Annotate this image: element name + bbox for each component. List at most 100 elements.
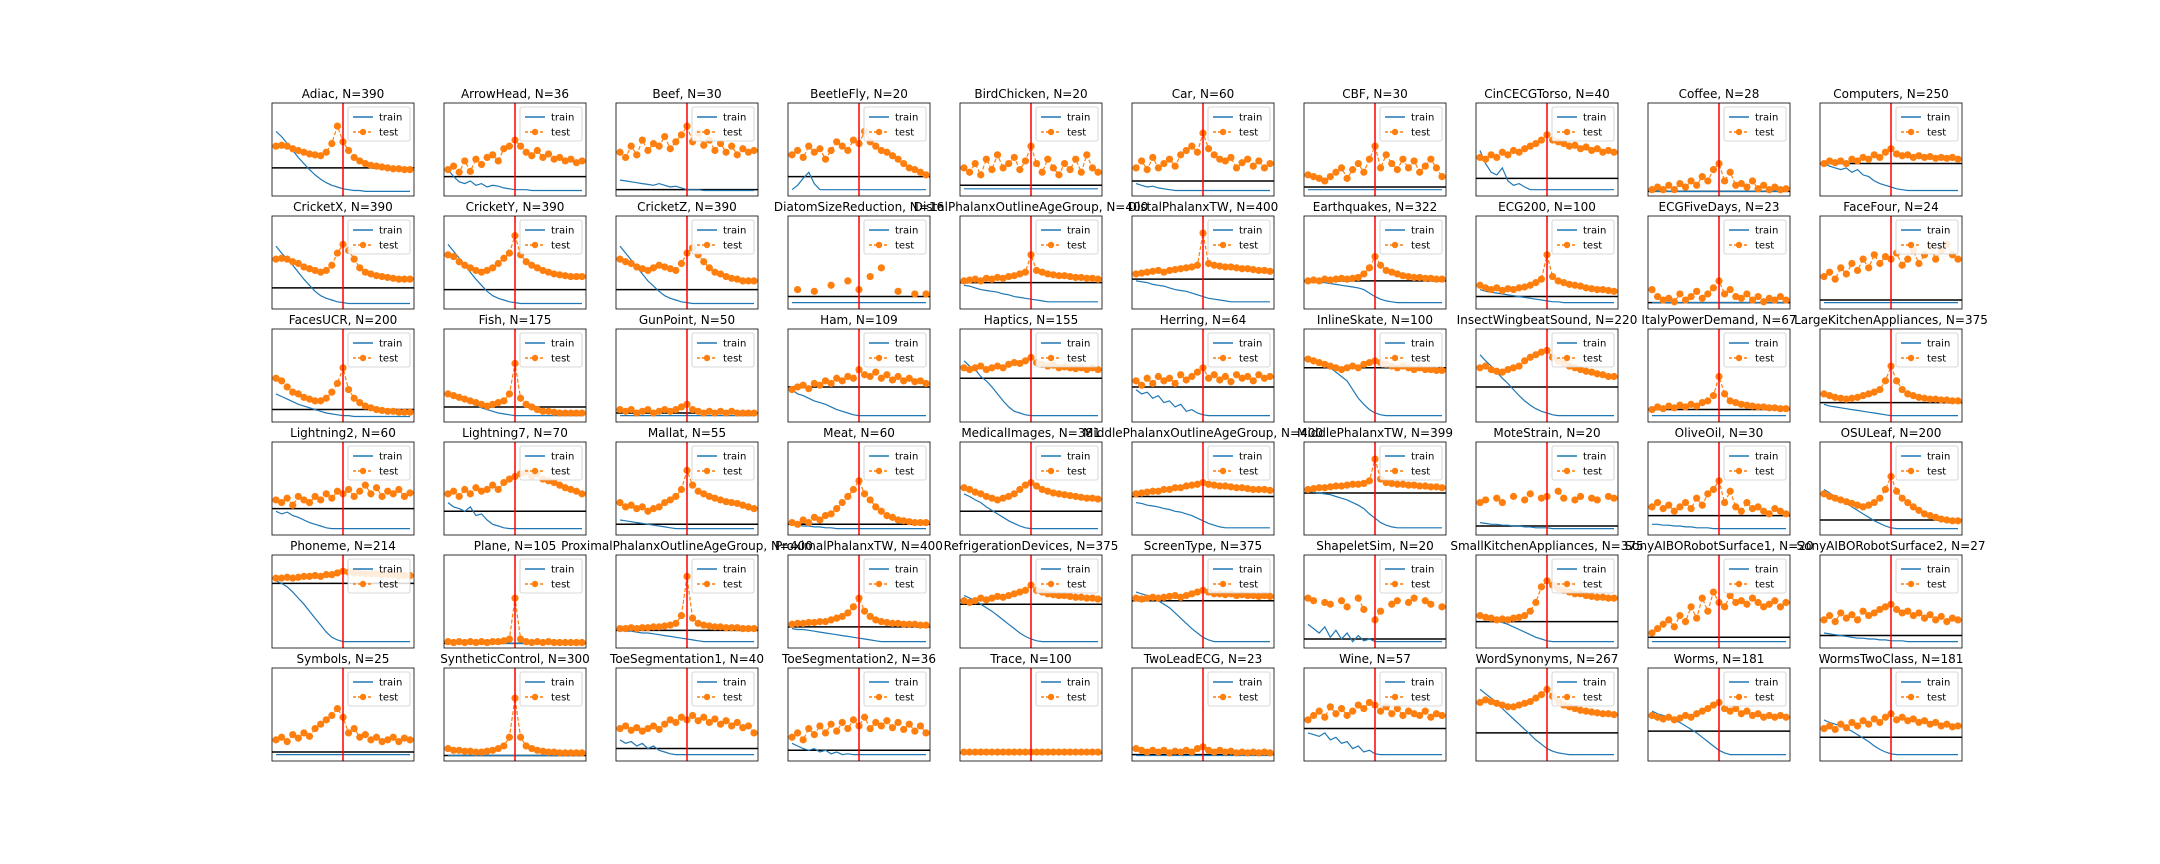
test-point: [1771, 183, 1779, 191]
legend-test-label: test: [379, 241, 398, 252]
test-point: [1360, 360, 1368, 368]
test-point: [1726, 168, 1734, 176]
subplot-title: Lightning2, N=60: [290, 426, 396, 440]
test-point: [916, 377, 925, 385]
test-point: [1404, 707, 1413, 715]
test-point: [1326, 483, 1334, 491]
test-point: [1476, 281, 1484, 289]
test-point: [1943, 154, 1951, 162]
test-point: [1743, 290, 1751, 298]
axes-frame: [959, 328, 1103, 423]
test-point: [1177, 371, 1185, 379]
legend-test-label: test: [1583, 580, 1602, 591]
test-point: [1554, 277, 1562, 285]
test-point: [1831, 618, 1839, 626]
test-point: [1221, 748, 1229, 756]
subplot-title: BirdChicken, N=20: [974, 87, 1087, 101]
test-point: [1249, 485, 1257, 494]
test-point: [1487, 286, 1495, 294]
legend-test-marker: [1735, 241, 1743, 249]
legend-test-label: test: [1755, 467, 1774, 478]
legend-train-label: train: [1067, 339, 1090, 350]
test-point: [567, 749, 575, 757]
test-point: [539, 153, 547, 162]
test-point: [1332, 275, 1340, 283]
test-point: [1021, 586, 1030, 594]
axes-frame: [959, 102, 1103, 197]
test-point: [1438, 603, 1446, 611]
legend-test-marker: [875, 354, 883, 362]
test-point: [328, 261, 336, 269]
test-point: [655, 623, 663, 631]
test-point: [1137, 489, 1146, 497]
test-point: [1137, 157, 1146, 165]
test-point: [1309, 357, 1318, 365]
test-point: [999, 748, 1007, 756]
test-point: [1343, 364, 1351, 372]
test-point: [1005, 159, 1013, 168]
test-point: [272, 574, 280, 582]
test-point: [1820, 724, 1828, 733]
test-point: [1049, 271, 1057, 279]
test-point: [1143, 166, 1151, 174]
test-point: [1509, 492, 1518, 501]
subplot-title: DiatomSizeReduction, N=16: [774, 200, 944, 214]
test-point: [1737, 179, 1745, 188]
test-point: [677, 259, 686, 268]
test-point: [1154, 372, 1162, 381]
subplot-title: SmallKitchenAppliances, N=375: [1450, 539, 1643, 553]
test-point: [744, 722, 753, 730]
axes-frame: [1131, 554, 1275, 649]
test-point: [1937, 153, 1945, 162]
test-point: [406, 408, 414, 416]
test-point: [1915, 506, 1923, 514]
test-point: [838, 718, 846, 727]
test-point: [333, 704, 342, 713]
test-point: [516, 394, 525, 402]
test-point: [1926, 720, 1934, 728]
test-point: [378, 738, 386, 746]
legend-test-label: test: [1411, 580, 1430, 591]
test-point: [1653, 183, 1662, 191]
test-point: [1521, 611, 1529, 620]
subplot-title: Car, N=60: [1172, 87, 1235, 101]
test-point: [572, 749, 581, 757]
test-point: [1244, 591, 1252, 600]
test-point: [311, 266, 319, 275]
test-point: [1825, 392, 1834, 400]
test-point: [567, 409, 575, 417]
test-point: [1244, 749, 1252, 757]
axes-frame: [1647, 441, 1791, 536]
test-point: [1232, 484, 1241, 492]
test-point: [750, 625, 758, 633]
test-point: [1820, 616, 1828, 624]
test-point: [556, 481, 564, 489]
test-point: [539, 638, 547, 647]
test-point: [1010, 272, 1018, 280]
test-point: [728, 407, 736, 415]
test-point: [860, 371, 869, 379]
test-point: [805, 724, 813, 733]
test-point: [1337, 704, 1346, 713]
test-point: [494, 259, 502, 268]
legend-test-marker: [875, 580, 883, 588]
test-point: [1349, 707, 1357, 715]
test-point: [1421, 482, 1429, 490]
test-point: [977, 277, 985, 285]
legend-train-label: train: [723, 678, 746, 689]
test-point: [505, 733, 514, 741]
legend-test-marker: [359, 128, 367, 136]
test-point: [1498, 701, 1506, 709]
test-point: [1221, 482, 1229, 490]
test-point: [1926, 611, 1934, 619]
test-point: [1582, 367, 1590, 375]
test-point: [1227, 378, 1235, 386]
test-point: [999, 494, 1007, 502]
subplot-title: WordSynonyms, N=267: [1476, 652, 1619, 666]
test-point: [1554, 487, 1562, 495]
test-point: [1066, 748, 1074, 756]
